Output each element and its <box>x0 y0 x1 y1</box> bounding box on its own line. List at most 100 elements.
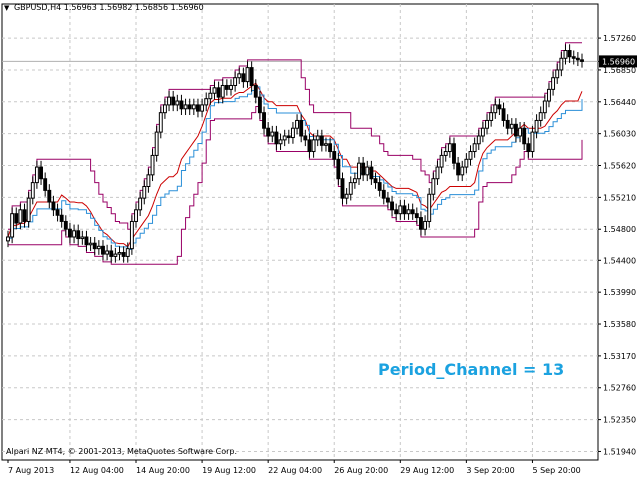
candle-body <box>134 209 138 222</box>
candle-body <box>361 162 366 176</box>
candle-body <box>286 135 291 139</box>
candle-body <box>319 135 324 146</box>
candle-body <box>460 166 465 176</box>
candle-body <box>427 193 432 222</box>
date-tick-label: 22 Aug 04:00 <box>268 466 322 475</box>
candle-body <box>117 252 122 255</box>
candle-body <box>88 242 93 246</box>
candle-body <box>113 253 118 257</box>
candle-body <box>390 201 394 211</box>
candle-body <box>262 112 266 129</box>
candle-body <box>530 131 535 153</box>
candle-body <box>274 131 279 145</box>
candle-body <box>505 119 510 129</box>
candle-body <box>332 151 337 160</box>
candle-body <box>179 100 184 110</box>
candle-body <box>555 69 560 79</box>
candle-body <box>282 135 287 141</box>
candle-body <box>571 56 576 59</box>
candle-body <box>92 242 97 250</box>
candle-body <box>196 104 200 112</box>
candle-body <box>501 108 506 121</box>
middle-line <box>7 82 583 248</box>
candle-body <box>204 98 209 106</box>
candle-body <box>497 104 502 110</box>
candle-body <box>381 189 386 199</box>
current-price-label: 1.56960 <box>602 57 635 66</box>
candle-body <box>435 166 440 180</box>
candle-body <box>278 139 283 145</box>
candle-body <box>472 143 477 153</box>
candle-body <box>547 88 551 102</box>
candle-body <box>464 158 469 168</box>
candle-body <box>324 143 328 146</box>
candle-body <box>30 182 35 199</box>
candle-body <box>55 209 60 216</box>
candle-body <box>385 197 390 203</box>
candle-body <box>468 151 473 160</box>
candle-body <box>522 127 527 145</box>
candle-body <box>216 87 221 98</box>
candle-body <box>109 250 114 257</box>
candle-body <box>208 92 213 100</box>
price-tick-label: 1.53990 <box>603 288 636 297</box>
candle-body <box>187 104 192 110</box>
candle-body <box>220 84 225 98</box>
candle-body <box>538 112 543 121</box>
date-tick-label: 5 Sep 20:00 <box>532 466 580 475</box>
candle-body <box>229 84 233 90</box>
candle-body <box>377 182 382 191</box>
current-price-box <box>599 55 637 68</box>
price-tick-label: 1.56850 <box>603 66 636 75</box>
candle-body <box>183 104 188 110</box>
candle-body <box>72 230 77 238</box>
candle-body <box>224 84 229 90</box>
candle-body <box>39 166 43 180</box>
candle-body <box>373 178 378 184</box>
price-tick-label: 1.53580 <box>603 320 636 329</box>
candle-body <box>270 131 275 137</box>
candle-body <box>394 209 399 215</box>
candle-body <box>423 220 428 230</box>
candle-body <box>365 166 370 176</box>
candle-body <box>575 57 580 61</box>
price-tick-label: 1.54400 <box>603 256 636 265</box>
candle-body <box>406 209 411 215</box>
price-tick-label: 1.52350 <box>603 416 636 425</box>
plot-frame <box>1 3 599 461</box>
candle-body <box>175 100 180 106</box>
candle-body <box>348 182 353 195</box>
date-tick-label: 14 Aug 20:00 <box>136 466 190 475</box>
candle-body <box>311 139 316 153</box>
candle-body <box>439 154 444 168</box>
date-tick-label: 29 Aug 12:00 <box>400 466 454 475</box>
candle-body <box>158 112 163 133</box>
candle-body <box>551 77 556 90</box>
candle-body <box>315 135 320 141</box>
candle-body <box>493 104 498 114</box>
candle-body <box>138 197 143 211</box>
candle-body <box>336 158 341 180</box>
candle-body <box>257 96 262 114</box>
candle-body <box>344 193 349 199</box>
date-tick-label: 3 Sep 20:00 <box>466 466 514 475</box>
candle-body <box>410 209 415 215</box>
candle-body <box>563 50 568 59</box>
price-tick-label: 1.53170 <box>603 352 636 361</box>
candle-body <box>63 220 68 230</box>
candle-body <box>212 87 217 94</box>
candle-body <box>18 209 23 224</box>
candle-body <box>480 127 485 137</box>
candle-body <box>142 185 147 199</box>
candle-body <box>76 230 81 240</box>
ohlc-values: 1.56963 1.56982 1.56856 1.56960 <box>63 3 204 12</box>
candle-body <box>125 248 130 257</box>
candle-body <box>101 245 105 255</box>
price-tick-label: 1.55620 <box>603 162 636 171</box>
candle-body <box>241 73 246 83</box>
candle-body <box>266 127 271 137</box>
candle-body <box>191 104 196 110</box>
candle-body <box>51 201 56 211</box>
